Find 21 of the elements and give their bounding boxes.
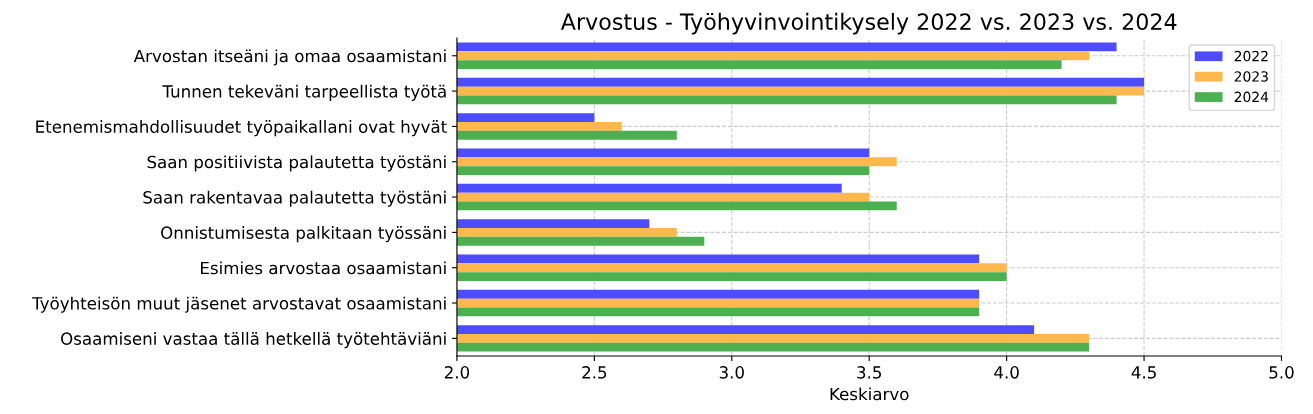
y-tick-label: Saan positiivista palautetta työstäni xyxy=(147,155,446,172)
y-tick-label: Osaamiseni vastaa tällä hetkellä työtehtäviäni xyxy=(61,332,446,349)
y-tick-label: Onnistumisesta palkitaan työssäni xyxy=(161,226,446,243)
x-tick-label: 3.0 xyxy=(719,366,744,379)
x-tick-label: 2.5 xyxy=(582,366,607,379)
x-tick-label: 4.5 xyxy=(1131,366,1156,379)
y-tick-label: Esimies arvostaa osaamistani xyxy=(201,261,446,275)
x-axis-title: Keskiarvo xyxy=(830,387,909,401)
legend-label: 2022 xyxy=(1234,50,1268,62)
y-tick-label: Tunnen tekeväni tarpeellista työtä xyxy=(162,84,446,101)
x-tick-label: 5.0 xyxy=(1269,366,1294,379)
y-tick-label: Työyhteisön muut jäsenet arvostavat osaamistani xyxy=(32,296,446,313)
x-tick-label: 3.5 xyxy=(857,366,881,379)
y-tick-label: Arvostan itseäni ja omaa osaamistani xyxy=(133,49,446,66)
y-tick-label: Etenemismahdollisuudet työpaikallani ovat hyvät xyxy=(36,120,447,137)
x-tick-label: 2.0 xyxy=(444,366,470,379)
legend-label: 2024 xyxy=(1234,91,1269,103)
x-tick-label: 4.0 xyxy=(994,366,1019,379)
chart-title: Arvostus - Työhyvinvointikysely 2022 vs. 2023 vs. 2024 xyxy=(560,12,1177,35)
y-tick-label: Saan rakentavaa palautetta työstäni xyxy=(143,190,446,207)
legend-label: 2023 xyxy=(1234,71,1268,82)
